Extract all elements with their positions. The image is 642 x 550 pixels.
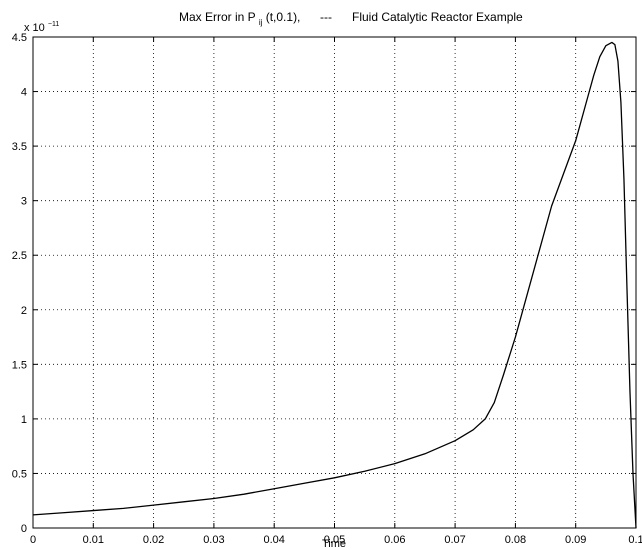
y-tick-label: 1.5 <box>12 359 27 371</box>
x-tick-label: 0 <box>30 534 36 546</box>
x-tick-label: 0.08 <box>505 534 526 546</box>
plot-area <box>32 36 637 529</box>
y-tick-label: 3 <box>21 196 27 208</box>
y-tick-label: 4.5 <box>12 32 27 44</box>
x-tick-label: 0.06 <box>384 534 405 546</box>
y-tick-label: 4 <box>21 87 27 99</box>
chart-title-prefix: Max Error in P <box>179 10 256 24</box>
chart-title-legend-line: --- <box>320 10 332 24</box>
x-tick-label: 0.03 <box>203 534 224 546</box>
x-tick-label: 0.09 <box>565 534 586 546</box>
chart-title: Max Error in P ij (t,0.1), --- Fluid Cat… <box>179 10 523 28</box>
y-axis-tick-labels: 0 0.5 1 1.5 2 2.5 3 3.5 4 4.5 <box>12 32 27 535</box>
x-tick-label: 0.07 <box>444 534 465 546</box>
x-tick-label: 0.04 <box>263 534 284 546</box>
y-axis-multiplier: x 10 −11 <box>24 21 59 34</box>
y-tick-label: 1 <box>21 414 27 426</box>
y-tick-label: 0 <box>21 523 27 535</box>
chart-title-subscript: ij <box>259 18 263 27</box>
y-tick-label: 2 <box>21 305 27 317</box>
chart-title-suffix: (t,0.1), <box>266 10 301 24</box>
y-tick-label: 0.5 <box>12 468 27 480</box>
axis-ticks <box>32 36 637 529</box>
x-axis-label: Time <box>322 538 346 550</box>
x-tick-label: 0.02 <box>143 534 164 546</box>
x-tick-label: 0.01 <box>83 534 104 546</box>
y-tick-label: 2.5 <box>12 250 27 262</box>
series-layer <box>32 41 637 529</box>
x-tick-label: 0.05 <box>324 534 345 546</box>
chart-title-legend-text: Fluid Catalytic Reactor Example <box>352 10 523 24</box>
y-multiplier-exponent: −11 <box>48 21 59 28</box>
y-multiplier-base: x 10 <box>24 22 45 34</box>
grid <box>33 37 636 528</box>
x-tick-label: 0.1 <box>628 534 642 546</box>
y-tick-label: 3.5 <box>12 141 27 153</box>
x-axis-tick-labels: 0 0.01 0.02 0.03 0.04 0.05 0.06 0.07 0.08 0.09 0.1 <box>30 534 642 546</box>
series-line <box>32 41 637 529</box>
